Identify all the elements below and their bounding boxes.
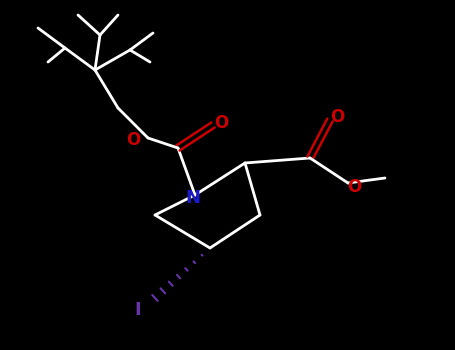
Text: O: O <box>347 178 361 196</box>
Text: I: I <box>135 301 142 319</box>
Text: O: O <box>126 131 140 149</box>
Text: O: O <box>330 108 344 126</box>
Text: N: N <box>186 189 201 207</box>
Text: O: O <box>214 114 228 132</box>
